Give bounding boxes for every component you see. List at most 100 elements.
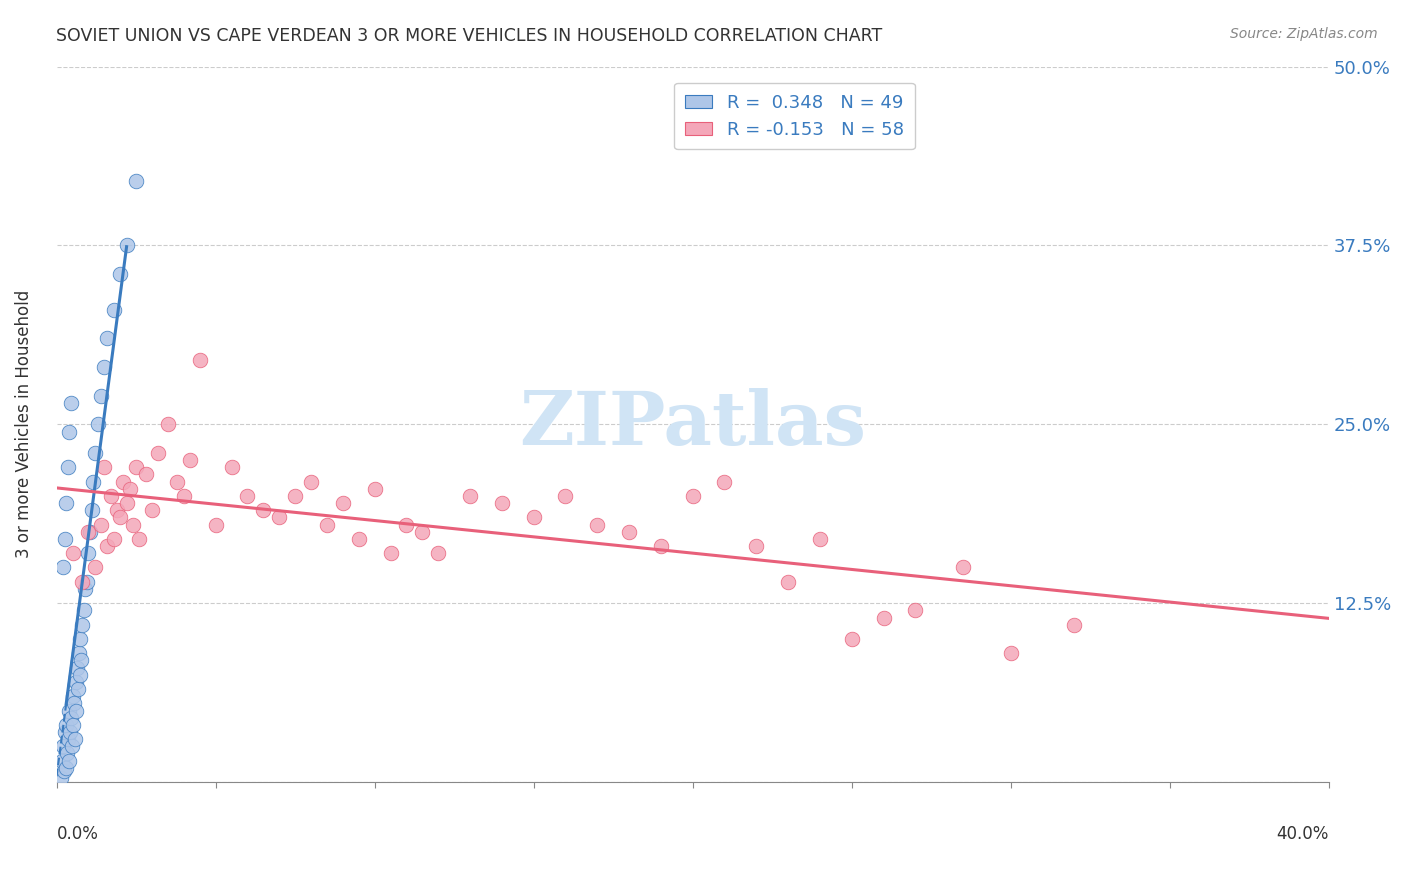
Point — [284, 489, 307, 503]
Point — [65, 704, 87, 718]
Point — [713, 475, 735, 489]
Point — [80, 503, 103, 517]
Point — [778, 574, 800, 589]
Point — [179, 453, 201, 467]
Point — [90, 389, 112, 403]
Point — [1063, 617, 1085, 632]
Point — [69, 667, 91, 681]
Point — [72, 603, 94, 617]
Point — [62, 546, 84, 560]
Point — [76, 574, 98, 589]
Y-axis label: 3 or more Vehicles in Household: 3 or more Vehicles in Household — [15, 290, 32, 558]
Legend: R =  0.348   N = 49, R = -0.153   N = 58: R = 0.348 N = 49, R = -0.153 N = 58 — [675, 83, 914, 150]
Point — [156, 417, 179, 432]
Point — [62, 690, 84, 704]
Point — [79, 524, 101, 539]
Point — [523, 510, 546, 524]
Point — [83, 560, 105, 574]
Point — [60, 739, 83, 754]
Point — [125, 460, 148, 475]
Point — [66, 660, 89, 674]
Point — [745, 539, 768, 553]
Point — [103, 532, 125, 546]
Point — [952, 560, 974, 574]
Point — [491, 496, 513, 510]
Point — [53, 725, 76, 739]
Point — [269, 510, 291, 524]
Point — [82, 475, 104, 489]
Point — [63, 697, 86, 711]
Point — [55, 496, 77, 510]
Point — [63, 732, 86, 747]
Point — [380, 546, 402, 560]
Point — [586, 517, 609, 532]
Point — [617, 524, 640, 539]
Point — [682, 489, 704, 503]
Point — [904, 603, 927, 617]
Point — [96, 539, 118, 553]
Point — [52, 560, 75, 574]
Point — [316, 517, 339, 532]
Point — [141, 503, 163, 517]
Point — [332, 496, 354, 510]
Text: ZIPatlas: ZIPatlas — [519, 388, 866, 461]
Text: SOVIET UNION VS CAPE VERDEAN 3 OR MORE VEHICLES IN HOUSEHOLD CORRELATION CHART: SOVIET UNION VS CAPE VERDEAN 3 OR MORE V… — [56, 27, 883, 45]
Point — [125, 174, 148, 188]
Point — [69, 632, 91, 646]
Point — [236, 489, 259, 503]
Point — [58, 704, 80, 718]
Point — [96, 331, 118, 345]
Point — [75, 582, 97, 596]
Point — [148, 446, 170, 460]
Point — [62, 718, 84, 732]
Point — [299, 475, 322, 489]
Point — [58, 425, 80, 439]
Point — [77, 524, 100, 539]
Point — [173, 489, 195, 503]
Point — [363, 482, 385, 496]
Point — [67, 682, 90, 697]
Point — [58, 754, 80, 768]
Point — [110, 267, 132, 281]
Point — [395, 517, 418, 532]
Point — [65, 675, 87, 690]
Point — [100, 489, 122, 503]
Point — [808, 532, 831, 546]
Point — [427, 546, 450, 560]
Point — [53, 532, 76, 546]
Point — [55, 761, 77, 775]
Point — [252, 503, 274, 517]
Point — [56, 747, 79, 761]
Point — [67, 646, 90, 660]
Point — [166, 475, 188, 489]
Point — [554, 489, 576, 503]
Point — [59, 396, 82, 410]
Point — [70, 653, 93, 667]
Point — [221, 460, 243, 475]
Point — [128, 532, 150, 546]
Point — [103, 302, 125, 317]
Point — [51, 771, 73, 785]
Point — [118, 482, 141, 496]
Point — [411, 524, 433, 539]
Point — [841, 632, 863, 646]
Point — [650, 539, 672, 553]
Point — [115, 496, 138, 510]
Point — [188, 353, 211, 368]
Point — [204, 517, 226, 532]
Point — [70, 574, 93, 589]
Point — [59, 725, 82, 739]
Point — [112, 475, 135, 489]
Text: Source: ZipAtlas.com: Source: ZipAtlas.com — [1230, 27, 1378, 41]
Point — [1000, 646, 1022, 660]
Point — [135, 467, 157, 482]
Point — [52, 764, 75, 778]
Point — [115, 238, 138, 252]
Point — [105, 503, 128, 517]
Point — [90, 517, 112, 532]
Point — [110, 510, 132, 524]
Point — [52, 739, 75, 754]
Point — [56, 460, 79, 475]
Point — [51, 754, 73, 768]
Text: 0.0%: 0.0% — [56, 825, 98, 843]
